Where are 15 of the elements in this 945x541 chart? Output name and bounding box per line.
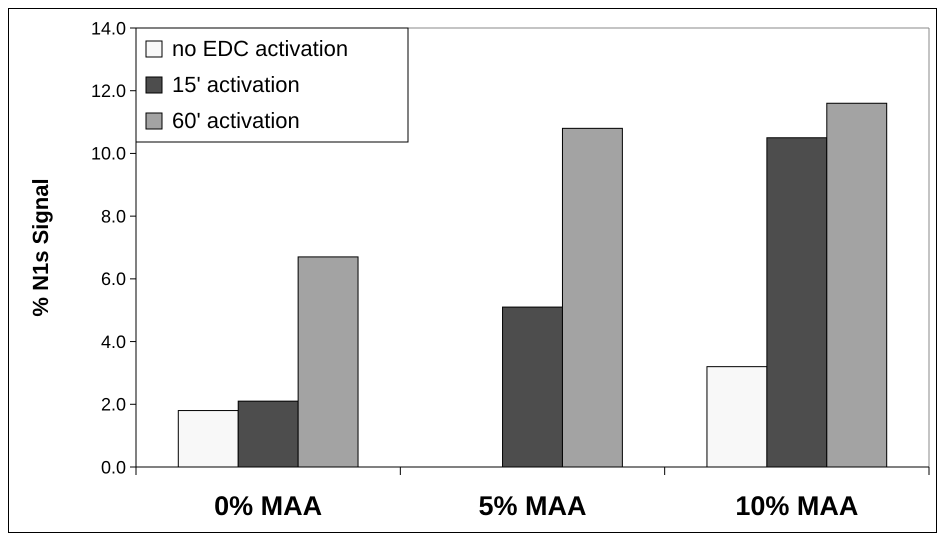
y-tick-label: 14.0 (90, 18, 126, 38)
legend-label: no EDC activation (172, 36, 348, 61)
y-tick-label: 12.0 (90, 81, 126, 102)
y-axis-title: % N1s Signal (28, 178, 53, 317)
legend-label: 15' activation (172, 72, 300, 97)
y-tick-label: 6.0 (100, 269, 126, 290)
x-tick-label: 10% MAA (735, 491, 858, 521)
legend-label: 60' activation (172, 108, 300, 133)
x-tick-label: 5% MAA (478, 491, 587, 521)
y-tick-label: 8.0 (100, 206, 126, 226)
y-tick-label: 2.0 (100, 394, 126, 415)
y-tick-label: 10.0 (90, 144, 126, 164)
x-tick-label: 0% MAA (214, 491, 322, 521)
y-tick-label: 0.0 (100, 457, 126, 478)
y-tick-label: 4.0 (100, 332, 126, 352)
